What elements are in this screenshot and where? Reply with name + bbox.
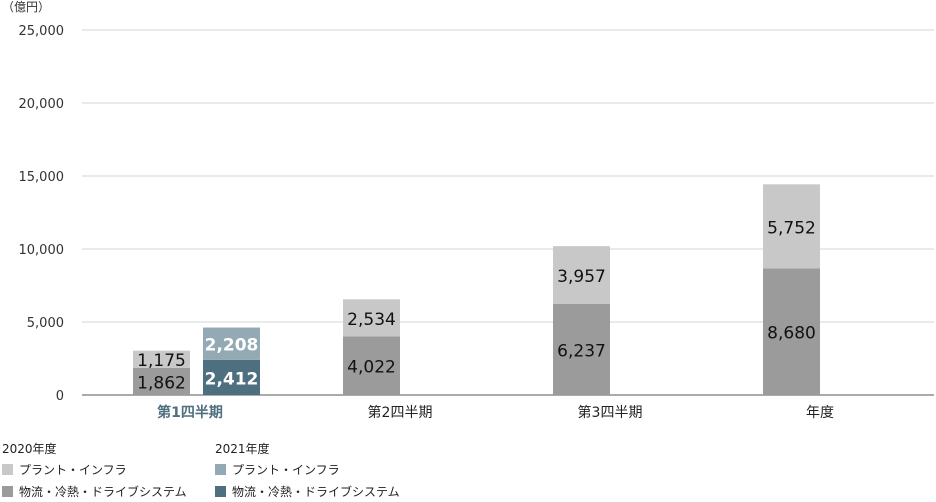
legend-group-2020: 2020年度 プラント・インフラ 物流・冷熱・ドライブシステム: [2, 440, 212, 502]
legend-item: プラント・インフラ: [2, 458, 212, 480]
bar-segment: [553, 246, 610, 304]
legend-label: プラント・インフラ: [19, 462, 127, 477]
bar-segment: [343, 336, 400, 395]
legend-label: プラント・インフラ: [232, 462, 340, 477]
y-tick-labels: 0 5,000 10,000 15,000 20,000 25,000: [19, 24, 65, 404]
y-tick-label: 25,000: [19, 24, 65, 39]
y-unit-label: （億円）: [2, 0, 50, 14]
legend-label: 物流・冷熱・ドライブシステム: [232, 484, 400, 499]
bar-segment: [203, 359, 260, 395]
bar-segment: [553, 303, 610, 395]
bar-segment: [763, 184, 820, 269]
data-label: 6,237: [557, 341, 606, 361]
legend-label: 物流・冷熱・ドライブシステム: [19, 484, 187, 499]
bars: [133, 184, 820, 395]
legend-item: プラント・インフラ: [215, 458, 425, 480]
category-labels: 第1四半期 第2四半期 第3四半期 年度: [157, 404, 834, 421]
category-label: 第1四半期: [157, 404, 223, 421]
category-label: 年度: [806, 405, 834, 421]
y-tick-label: 10,000: [19, 243, 65, 258]
category-label: 第3四半期: [578, 404, 643, 421]
bar-segment: [763, 268, 820, 395]
legend-group-2021: 2021年度 プラント・インフラ 物流・冷熱・ドライブシステム: [215, 440, 425, 502]
bar-segment: [203, 327, 260, 360]
legend-item: 物流・冷熱・ドライブシステム: [215, 480, 425, 502]
bar-segment: [133, 367, 190, 395]
legend-swatch: [2, 463, 13, 475]
y-tick-label: 5,000: [27, 316, 64, 331]
legend-swatch: [215, 463, 226, 475]
legend-group-title: 2021年度: [215, 442, 270, 456]
y-tick-label: 15,000: [19, 170, 65, 185]
data-label: 5,752: [767, 218, 816, 238]
data-label: 1,175: [137, 351, 186, 371]
legend-item: 物流・冷熱・ドライブシステム: [2, 480, 212, 502]
bar-segment: [343, 299, 400, 337]
data-label: 3,957: [557, 267, 606, 287]
data-label: 2,208: [205, 336, 259, 356]
data-label: 2,412: [205, 369, 259, 389]
data-label: 8,680: [767, 324, 816, 344]
data-label: 1,862: [137, 373, 186, 393]
legend-swatch: [215, 485, 226, 497]
legend-swatch: [2, 485, 13, 497]
y-tick-label: 20,000: [19, 97, 65, 112]
legend-group-title: 2020年度: [2, 442, 57, 456]
y-tick-label: 0: [56, 389, 64, 404]
data-label: 2,534: [347, 310, 396, 330]
category-label: 第2四半期: [368, 404, 433, 421]
bar-segment: [133, 350, 190, 368]
data-label: 4,022: [347, 358, 396, 378]
